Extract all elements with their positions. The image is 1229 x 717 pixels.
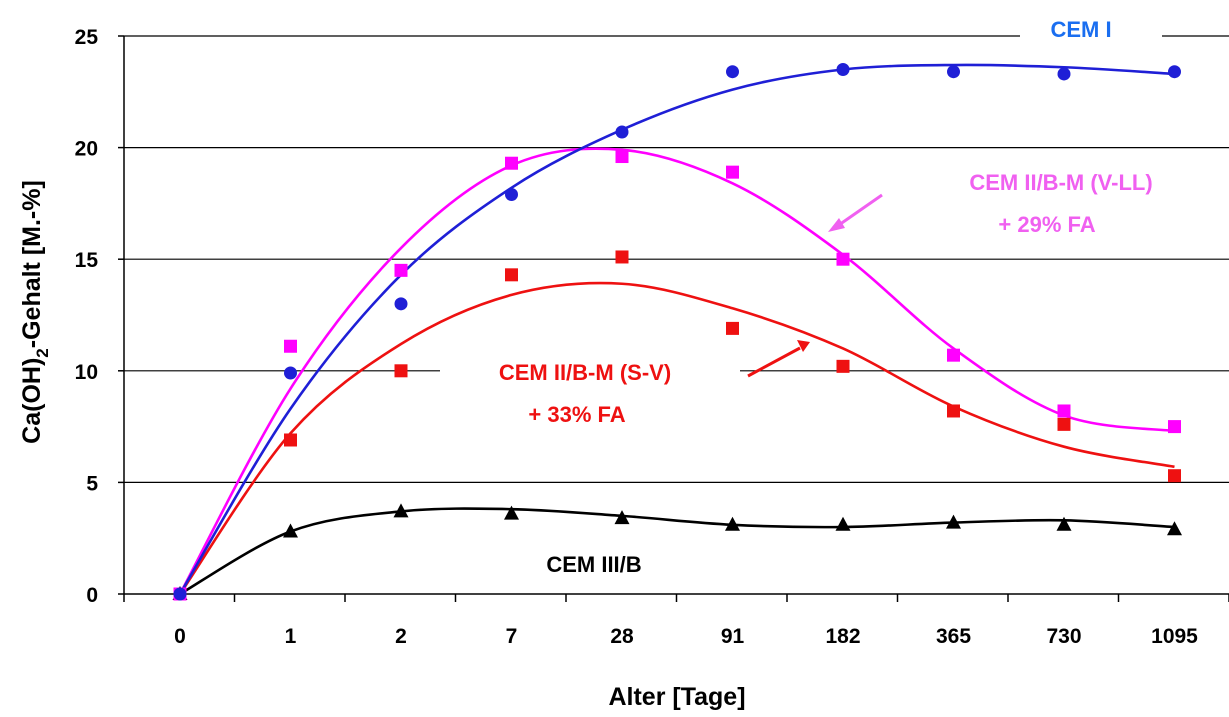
data-point bbox=[836, 62, 850, 76]
x-tick-labels: 0 1 2 7 28 91 182 365 730 1095 bbox=[123, 594, 1229, 648]
data-point bbox=[1168, 420, 1181, 434]
data-point bbox=[173, 587, 187, 601]
x-tick-label: 1095 bbox=[1151, 625, 1198, 648]
trend-line bbox=[178, 147, 1175, 595]
x-tick-label: 28 bbox=[610, 625, 634, 648]
data-point bbox=[1057, 417, 1071, 431]
data-point bbox=[836, 252, 850, 266]
cem2s-label-bg bbox=[440, 352, 740, 432]
data-point bbox=[394, 263, 408, 277]
data-point bbox=[946, 514, 961, 529]
y-tick-label: 10 bbox=[75, 361, 98, 384]
x-tick-label: 91 bbox=[721, 625, 745, 648]
y-tick-label: 20 bbox=[75, 138, 98, 161]
cem2v-label-arrow bbox=[835, 193, 883, 229]
data-point bbox=[725, 516, 740, 531]
data-point bbox=[614, 510, 630, 525]
data-point bbox=[284, 339, 297, 353]
data-point bbox=[393, 503, 409, 518]
x-tick-label: 7 bbox=[506, 625, 518, 648]
y-tick-label: 5 bbox=[86, 472, 98, 495]
series-label-cem2s-line1: CEM II/B-M (S-V) bbox=[499, 360, 671, 385]
data-point bbox=[726, 165, 739, 179]
data-point bbox=[394, 364, 408, 378]
x-tick-label: 730 bbox=[1046, 625, 1081, 648]
series-label-cem3: CEM III/B bbox=[546, 552, 641, 577]
data-point bbox=[615, 125, 629, 139]
cem2v-arrowhead bbox=[828, 218, 845, 232]
data-point bbox=[947, 404, 960, 418]
x-tick-label: 0 bbox=[174, 625, 186, 648]
gridlines bbox=[124, 35, 1229, 483]
data-point bbox=[394, 297, 408, 311]
y-tick-label: 0 bbox=[86, 584, 98, 607]
y-tick-labels: 0 5 10 15 20 25 bbox=[75, 26, 124, 607]
y-tick-label: 25 bbox=[75, 26, 99, 49]
data-point bbox=[836, 359, 850, 373]
x-tick-label: 1 bbox=[285, 625, 297, 648]
data-point bbox=[615, 250, 629, 264]
data-point bbox=[284, 366, 297, 380]
data-point bbox=[505, 156, 518, 170]
y-axis-title: Ca(OH)2-Gehalt [M.-%] bbox=[18, 180, 52, 444]
data-point bbox=[1168, 65, 1181, 79]
y-axis-title-sub: 2 bbox=[33, 348, 52, 357]
cem1-label-bg bbox=[1020, 16, 1162, 44]
cem2s-label-arrow bbox=[747, 346, 801, 378]
axes bbox=[123, 36, 1229, 595]
trend-line bbox=[178, 281, 1175, 595]
x-axis-title: Alter [Tage] bbox=[608, 683, 745, 711]
x-tick-label: 2 bbox=[395, 625, 407, 648]
trend-curves bbox=[178, 63, 1175, 596]
x-tick-label: 182 bbox=[825, 625, 860, 648]
x-tick-label: 365 bbox=[936, 625, 971, 648]
data-point bbox=[1057, 67, 1071, 81]
data-point bbox=[726, 65, 739, 79]
data-point bbox=[947, 65, 960, 79]
data-point bbox=[504, 505, 519, 520]
data-point bbox=[284, 433, 297, 447]
data-point bbox=[1168, 469, 1181, 483]
series-label-cem1: CEM I bbox=[1050, 17, 1111, 42]
data-point bbox=[726, 321, 739, 335]
y-axis-title-main: Ca(OH) bbox=[18, 358, 46, 444]
data-point bbox=[615, 150, 629, 164]
data-point bbox=[505, 187, 518, 201]
data-point bbox=[505, 268, 518, 282]
data-point bbox=[947, 348, 960, 362]
y-tick-label: 15 bbox=[75, 249, 99, 272]
data-point bbox=[1056, 516, 1072, 531]
series-label-cem2v-line2: + 29% FA bbox=[998, 212, 1095, 237]
cem2v-label-bg bbox=[895, 160, 1225, 242]
series-label-cem2v-line1: CEM II/B-M (V-LL) bbox=[969, 170, 1152, 195]
trend-line bbox=[179, 507, 1175, 596]
series-label-cem2s-line2: + 33% FA bbox=[528, 402, 625, 427]
data-point bbox=[283, 523, 298, 538]
y-axis-title-rest: -Gehalt [M.-%] bbox=[18, 180, 46, 348]
data-point bbox=[835, 516, 851, 531]
data-point bbox=[1167, 521, 1182, 536]
cem2s-arrowhead bbox=[797, 340, 810, 352]
data-points bbox=[172, 62, 1182, 601]
data-point bbox=[1057, 404, 1071, 418]
trend-line bbox=[178, 63, 1175, 595]
